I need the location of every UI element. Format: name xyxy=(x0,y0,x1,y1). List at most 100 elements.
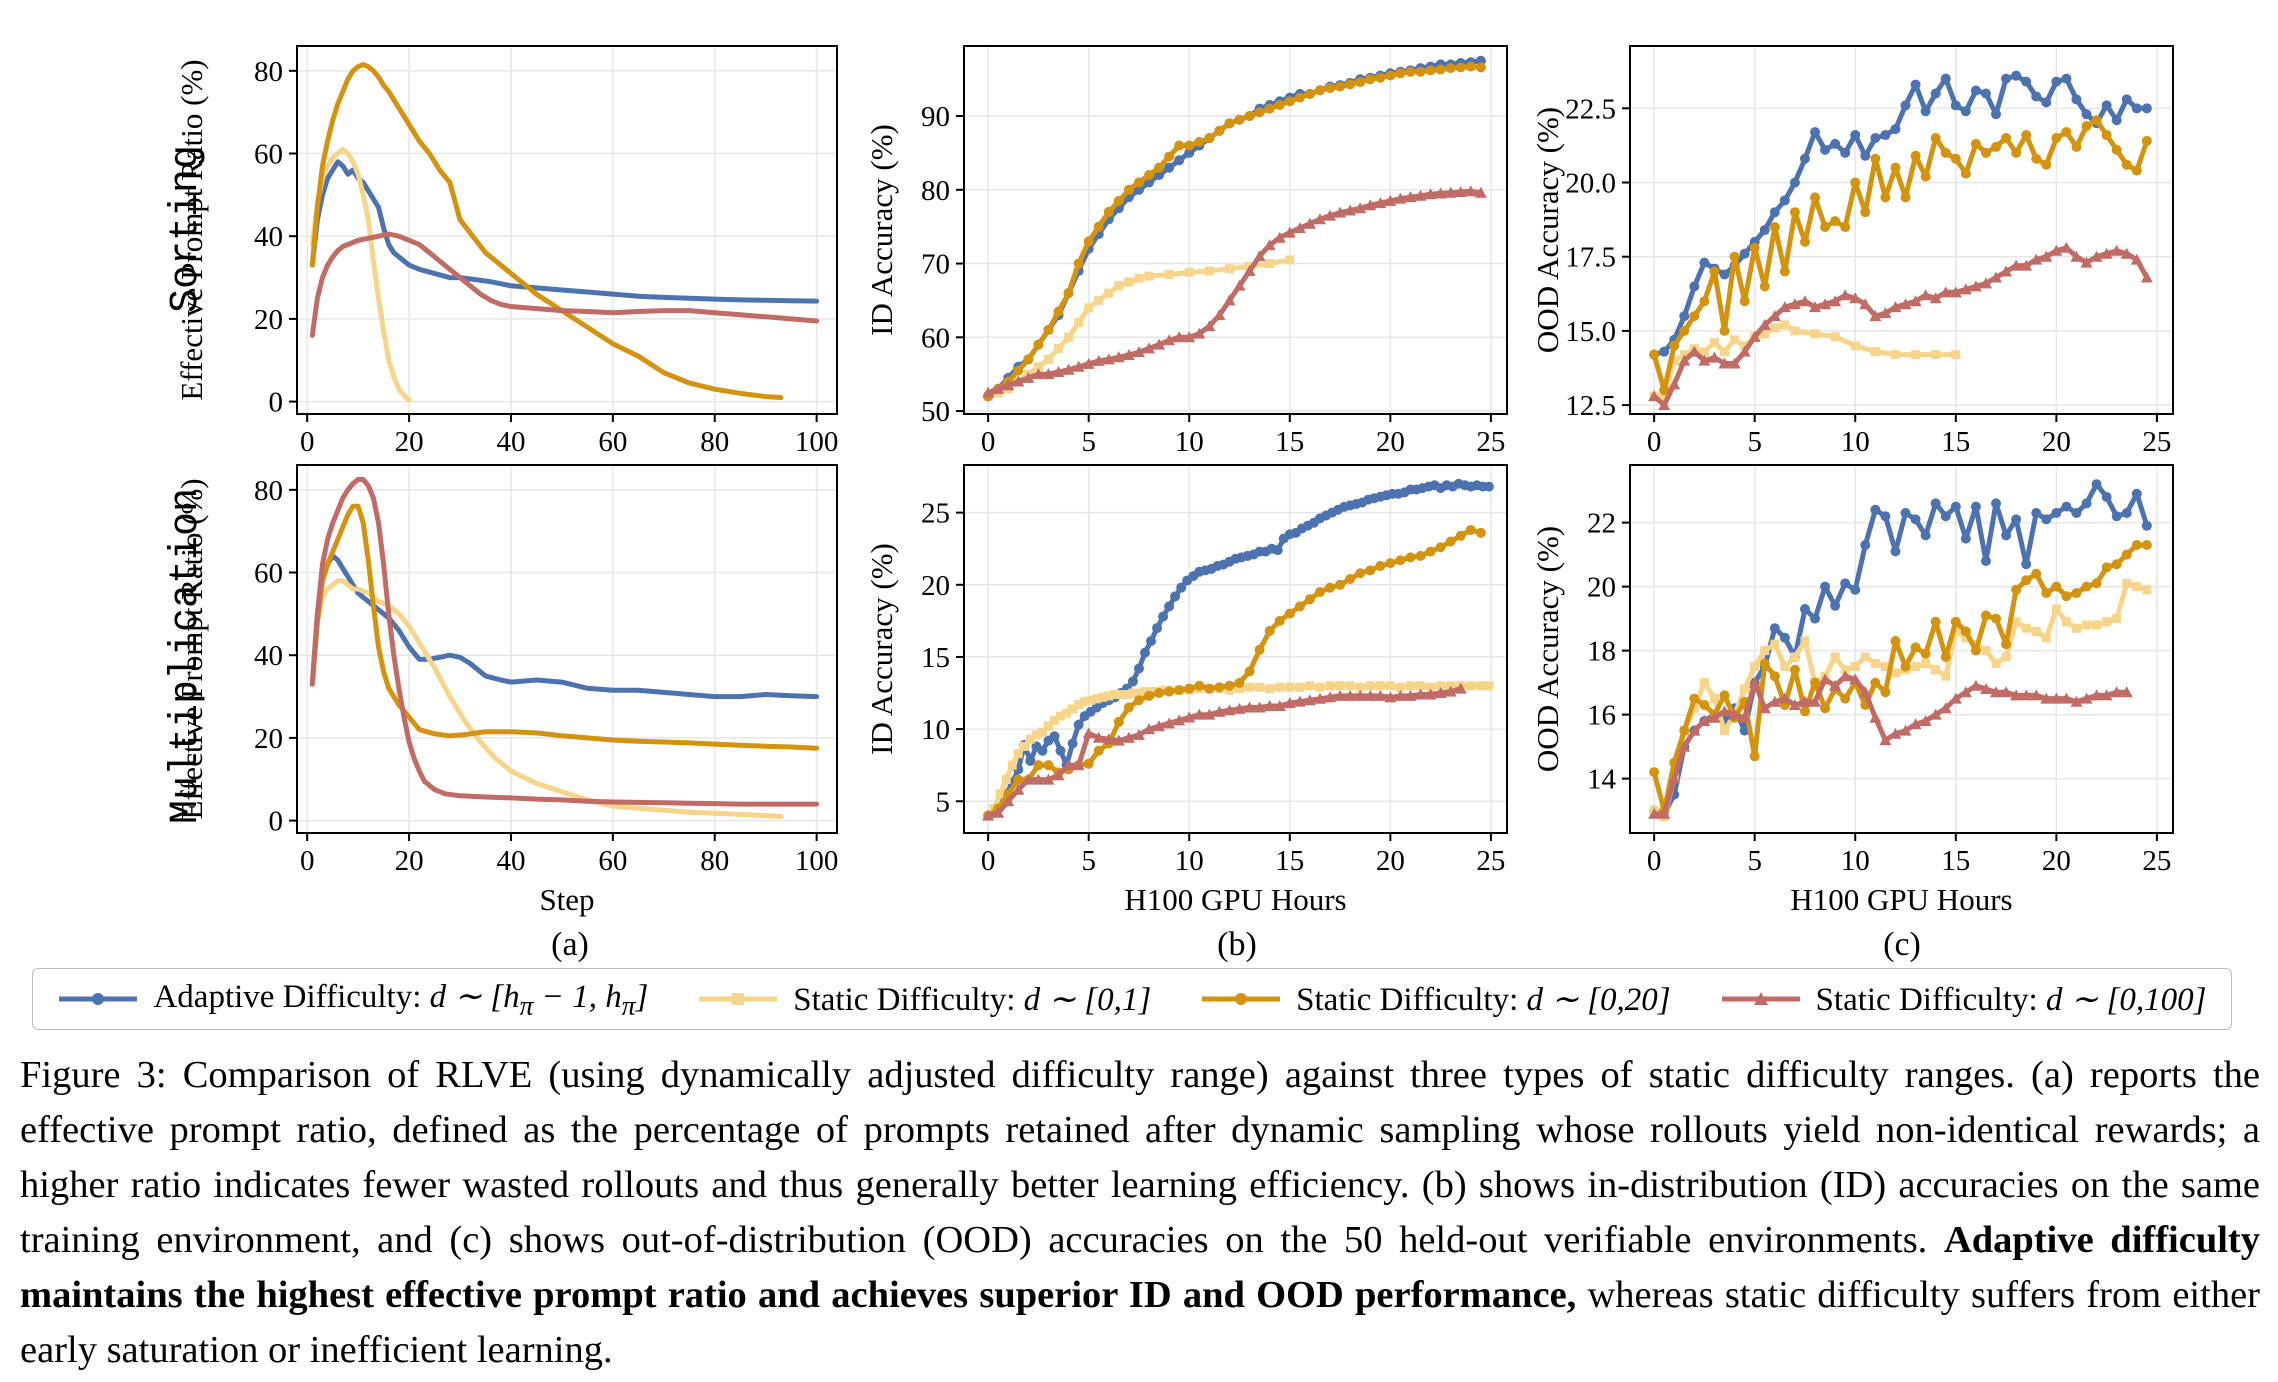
series-point xyxy=(1335,81,1346,92)
series-point xyxy=(1679,725,1690,736)
x-tick-label: 0 xyxy=(981,845,996,877)
series-point xyxy=(2051,581,2062,592)
series-point xyxy=(1850,177,1861,188)
series-point xyxy=(1688,345,1701,357)
x-tick-label: 80 xyxy=(700,426,729,458)
series-point xyxy=(1738,711,1751,723)
series-point xyxy=(1134,273,1144,283)
series-point xyxy=(1425,65,1436,76)
series-point xyxy=(1050,715,1059,725)
series-point xyxy=(1849,292,1862,304)
series-point xyxy=(1424,188,1437,200)
series-point xyxy=(1123,184,1134,195)
series-point xyxy=(2021,575,2032,586)
series-point xyxy=(2131,488,2142,499)
series-point xyxy=(1022,371,1035,383)
series-point xyxy=(2082,620,2092,630)
series-point xyxy=(1112,351,1125,363)
series-point xyxy=(1659,346,1670,357)
series-point xyxy=(1144,271,1154,281)
series-point xyxy=(1950,616,1961,627)
series-point xyxy=(2140,271,2153,283)
series-point xyxy=(2071,588,2082,598)
series-point xyxy=(1780,662,1790,672)
series-point xyxy=(1072,759,1085,771)
y-tick-label: 70 xyxy=(921,249,950,281)
series-point xyxy=(1214,125,1225,136)
series-point xyxy=(1950,153,1961,164)
series-point xyxy=(1899,724,1912,736)
series-point xyxy=(2001,639,2012,650)
series-point xyxy=(1154,162,1165,173)
series-point xyxy=(1979,277,1992,289)
series-point xyxy=(2020,259,2033,271)
x-tick-label: 25 xyxy=(1476,845,1505,877)
series-point xyxy=(1037,727,1047,737)
y-tick-label: 80 xyxy=(254,56,283,88)
series-point xyxy=(1890,636,1901,646)
y-tick-label: 60 xyxy=(254,139,283,171)
series-point xyxy=(1455,62,1466,73)
series-point xyxy=(2141,103,2152,114)
y-tick-label: 20 xyxy=(254,723,283,755)
series-point xyxy=(1274,615,1285,626)
series-point xyxy=(1355,568,1366,579)
series-point xyxy=(1012,375,1025,387)
series-point xyxy=(1264,625,1275,636)
x-tick-label: 0 xyxy=(300,426,315,458)
series-point xyxy=(1173,714,1186,726)
series-point xyxy=(1949,286,1962,298)
series-line-2 xyxy=(309,503,820,751)
x-axis-label: H100 GPU Hours xyxy=(1790,882,2012,917)
series-point xyxy=(1699,296,1710,307)
series-point xyxy=(1810,192,1821,203)
series-point xyxy=(2071,508,2082,518)
series-point xyxy=(1919,289,1932,301)
series-point xyxy=(1870,347,1880,357)
series-point xyxy=(1032,368,1045,380)
series-point xyxy=(1315,682,1325,692)
series-point xyxy=(2111,115,2122,126)
series-point xyxy=(1929,292,1942,304)
series-point xyxy=(1840,147,1851,158)
caption-bold: Adaptive difficulty maintains the highes… xyxy=(20,1219,2260,1316)
series-line-2 xyxy=(309,62,784,400)
series-point xyxy=(2031,153,2042,164)
series-point xyxy=(1790,652,1800,662)
series-point xyxy=(2081,498,2092,509)
series-point xyxy=(1305,681,1315,691)
series-point xyxy=(1385,70,1396,81)
series-point xyxy=(1668,378,1681,390)
x-tick-label: 20 xyxy=(395,426,424,458)
series-point xyxy=(1355,682,1365,692)
y-tick-label: 25 xyxy=(921,498,950,530)
series-point xyxy=(1880,511,1891,522)
series-point xyxy=(1779,195,1790,206)
axes-frame xyxy=(1629,464,2174,834)
series-point xyxy=(1164,601,1175,612)
series-point xyxy=(1960,533,1971,544)
series-point xyxy=(2142,585,2152,595)
series-point xyxy=(1243,701,1256,713)
series-point xyxy=(1850,662,1860,672)
series-point xyxy=(1748,676,1761,688)
series-point xyxy=(1283,226,1296,238)
series-point xyxy=(1424,688,1437,700)
series-point xyxy=(2030,253,2043,265)
series-point xyxy=(1002,379,1015,391)
series-point xyxy=(1073,258,1084,269)
series-point xyxy=(1203,320,1216,332)
series-point xyxy=(1102,353,1115,365)
series-point xyxy=(1940,652,1951,662)
series-point xyxy=(1890,162,1901,173)
series-point xyxy=(1464,185,1477,197)
y-axis-label: Effective Prompt Ratio (%) xyxy=(174,478,209,819)
y-tick-label: 20 xyxy=(254,304,283,336)
series-point xyxy=(1720,726,1730,736)
series-point xyxy=(1056,711,1066,721)
series-point xyxy=(2001,652,2011,662)
series-point xyxy=(1365,681,1375,691)
series-point xyxy=(1889,727,1902,739)
series-point xyxy=(1699,257,1710,268)
series-point xyxy=(1990,686,2003,698)
